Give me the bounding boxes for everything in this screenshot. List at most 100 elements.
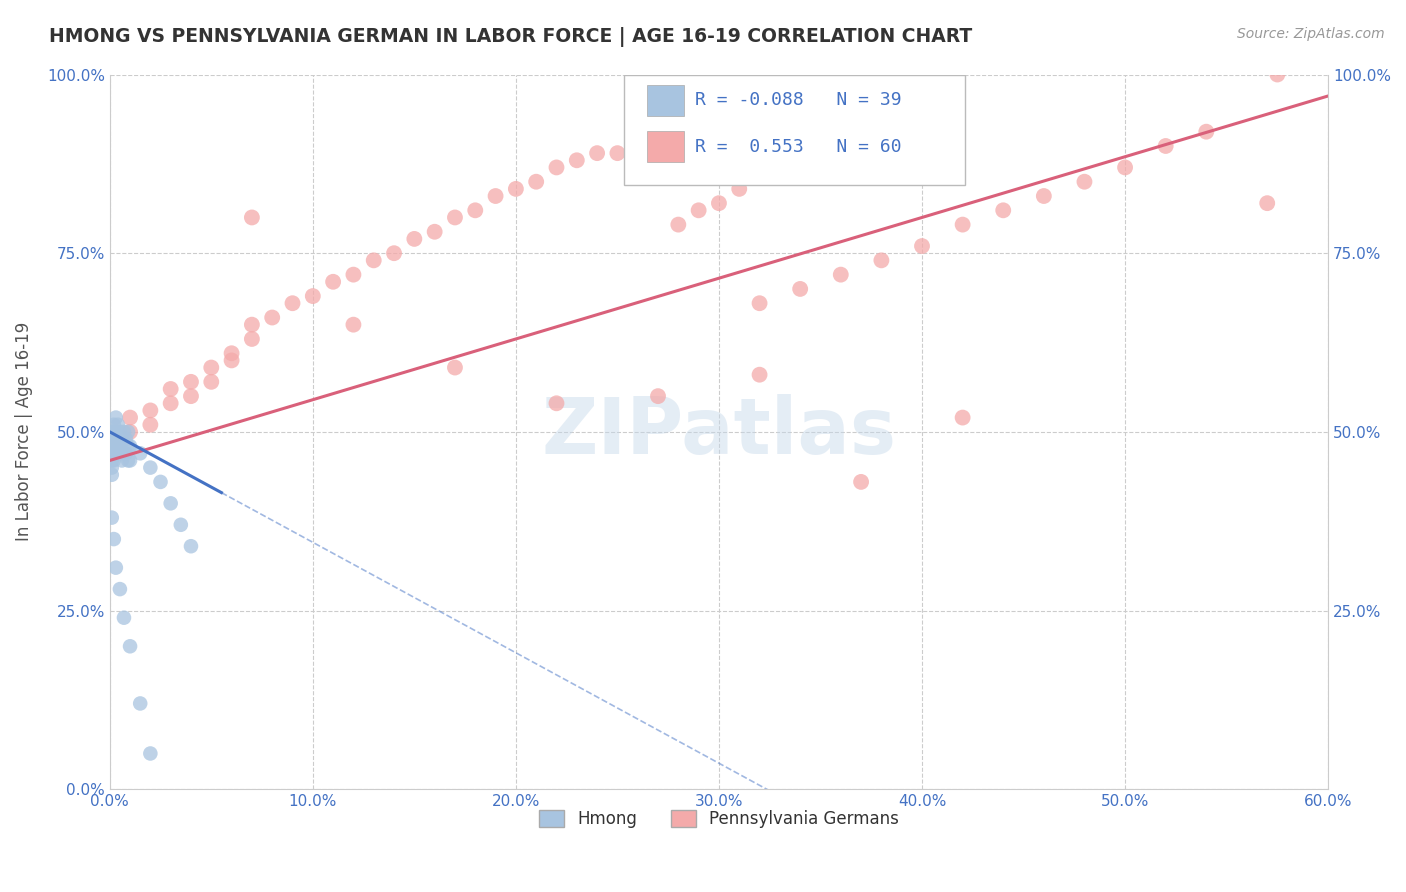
Point (115, 432, 138, 446)
Point (647, 389, 669, 403)
Point (1073, 175, 1095, 189)
Point (423, 225, 446, 239)
Point (139, 747, 162, 761)
Point (129, 697, 152, 711)
Point (159, 396, 181, 410)
Point (107, 439, 129, 453)
Point (546, 161, 568, 175)
Point (748, 368, 770, 382)
Point (108, 425, 131, 439)
Point (180, 389, 202, 403)
Point (112, 610, 135, 624)
Point (159, 496, 181, 510)
Point (139, 403, 162, 417)
Point (117, 425, 139, 439)
Point (108, 582, 131, 596)
Point (281, 296, 304, 310)
Point (342, 268, 364, 282)
Point (103, 446, 125, 460)
Point (139, 417, 162, 432)
Point (748, 296, 770, 310)
Point (505, 182, 527, 196)
Text: Source: ZipAtlas.com: Source: ZipAtlas.com (1237, 27, 1385, 41)
Point (221, 346, 243, 360)
Point (107, 417, 129, 432)
Point (830, 268, 852, 282)
Point (728, 182, 751, 196)
Point (103, 425, 125, 439)
Point (108, 446, 131, 460)
Point (103, 432, 125, 446)
Point (112, 425, 135, 439)
Point (115, 446, 138, 460)
Point (301, 289, 323, 303)
Point (627, 139, 650, 153)
Point (1032, 189, 1054, 203)
Point (363, 253, 385, 268)
Point (101, 460, 124, 475)
Point (707, 196, 730, 211)
Point (444, 360, 467, 375)
Point (120, 453, 142, 467)
Point (546, 396, 568, 410)
Point (120, 439, 142, 453)
FancyBboxPatch shape (624, 75, 965, 186)
Point (101, 453, 124, 467)
Point (149, 475, 172, 489)
Point (103, 439, 125, 453)
Point (117, 439, 139, 453)
Point (484, 189, 506, 203)
Point (101, 425, 124, 439)
Point (104, 410, 127, 425)
Point (200, 375, 222, 389)
Point (104, 446, 127, 460)
Point (120, 640, 142, 654)
Point (911, 239, 934, 253)
Point (112, 446, 135, 460)
Point (993, 203, 1015, 218)
Point (240, 318, 263, 332)
Point (322, 275, 344, 289)
Point (103, 453, 125, 467)
Point (382, 246, 405, 260)
Point (120, 425, 142, 439)
Text: R = -0.088   N = 39: R = -0.088 N = 39 (695, 91, 901, 109)
Point (404, 232, 426, 246)
Point (120, 410, 142, 425)
Point (101, 439, 124, 453)
Point (104, 432, 127, 446)
Point (107, 432, 129, 446)
Point (444, 211, 467, 225)
Point (952, 410, 974, 425)
Text: ZIPatlas: ZIPatlas (541, 394, 897, 470)
Point (139, 460, 162, 475)
Point (221, 353, 243, 368)
Point (952, 218, 974, 232)
FancyBboxPatch shape (647, 85, 683, 116)
Point (101, 432, 124, 446)
Point (180, 539, 202, 553)
Point (104, 560, 127, 574)
Point (342, 318, 364, 332)
Point (103, 532, 125, 546)
Point (129, 446, 152, 460)
Point (104, 425, 127, 439)
Point (111, 453, 134, 467)
Point (1256, 196, 1278, 211)
Point (870, 253, 893, 268)
Point (464, 203, 486, 218)
Point (688, 203, 710, 218)
Point (1267, 68, 1289, 82)
Point (200, 360, 222, 375)
Point (170, 517, 193, 532)
Point (1195, 125, 1218, 139)
Point (1114, 161, 1136, 175)
Point (789, 282, 811, 296)
Point (180, 375, 202, 389)
Point (101, 510, 124, 524)
Text: R =  0.553   N = 60: R = 0.553 N = 60 (695, 137, 901, 156)
Text: HMONG VS PENNSYLVANIA GERMAN IN LABOR FORCE | AGE 16-19 CORRELATION CHART: HMONG VS PENNSYLVANIA GERMAN IN LABOR FO… (49, 27, 973, 46)
Legend: Hmong, Pennsylvania Germans: Hmong, Pennsylvania Germans (533, 803, 905, 835)
Y-axis label: In Labor Force | Age 16-19: In Labor Force | Age 16-19 (15, 322, 32, 541)
Point (101, 446, 124, 460)
